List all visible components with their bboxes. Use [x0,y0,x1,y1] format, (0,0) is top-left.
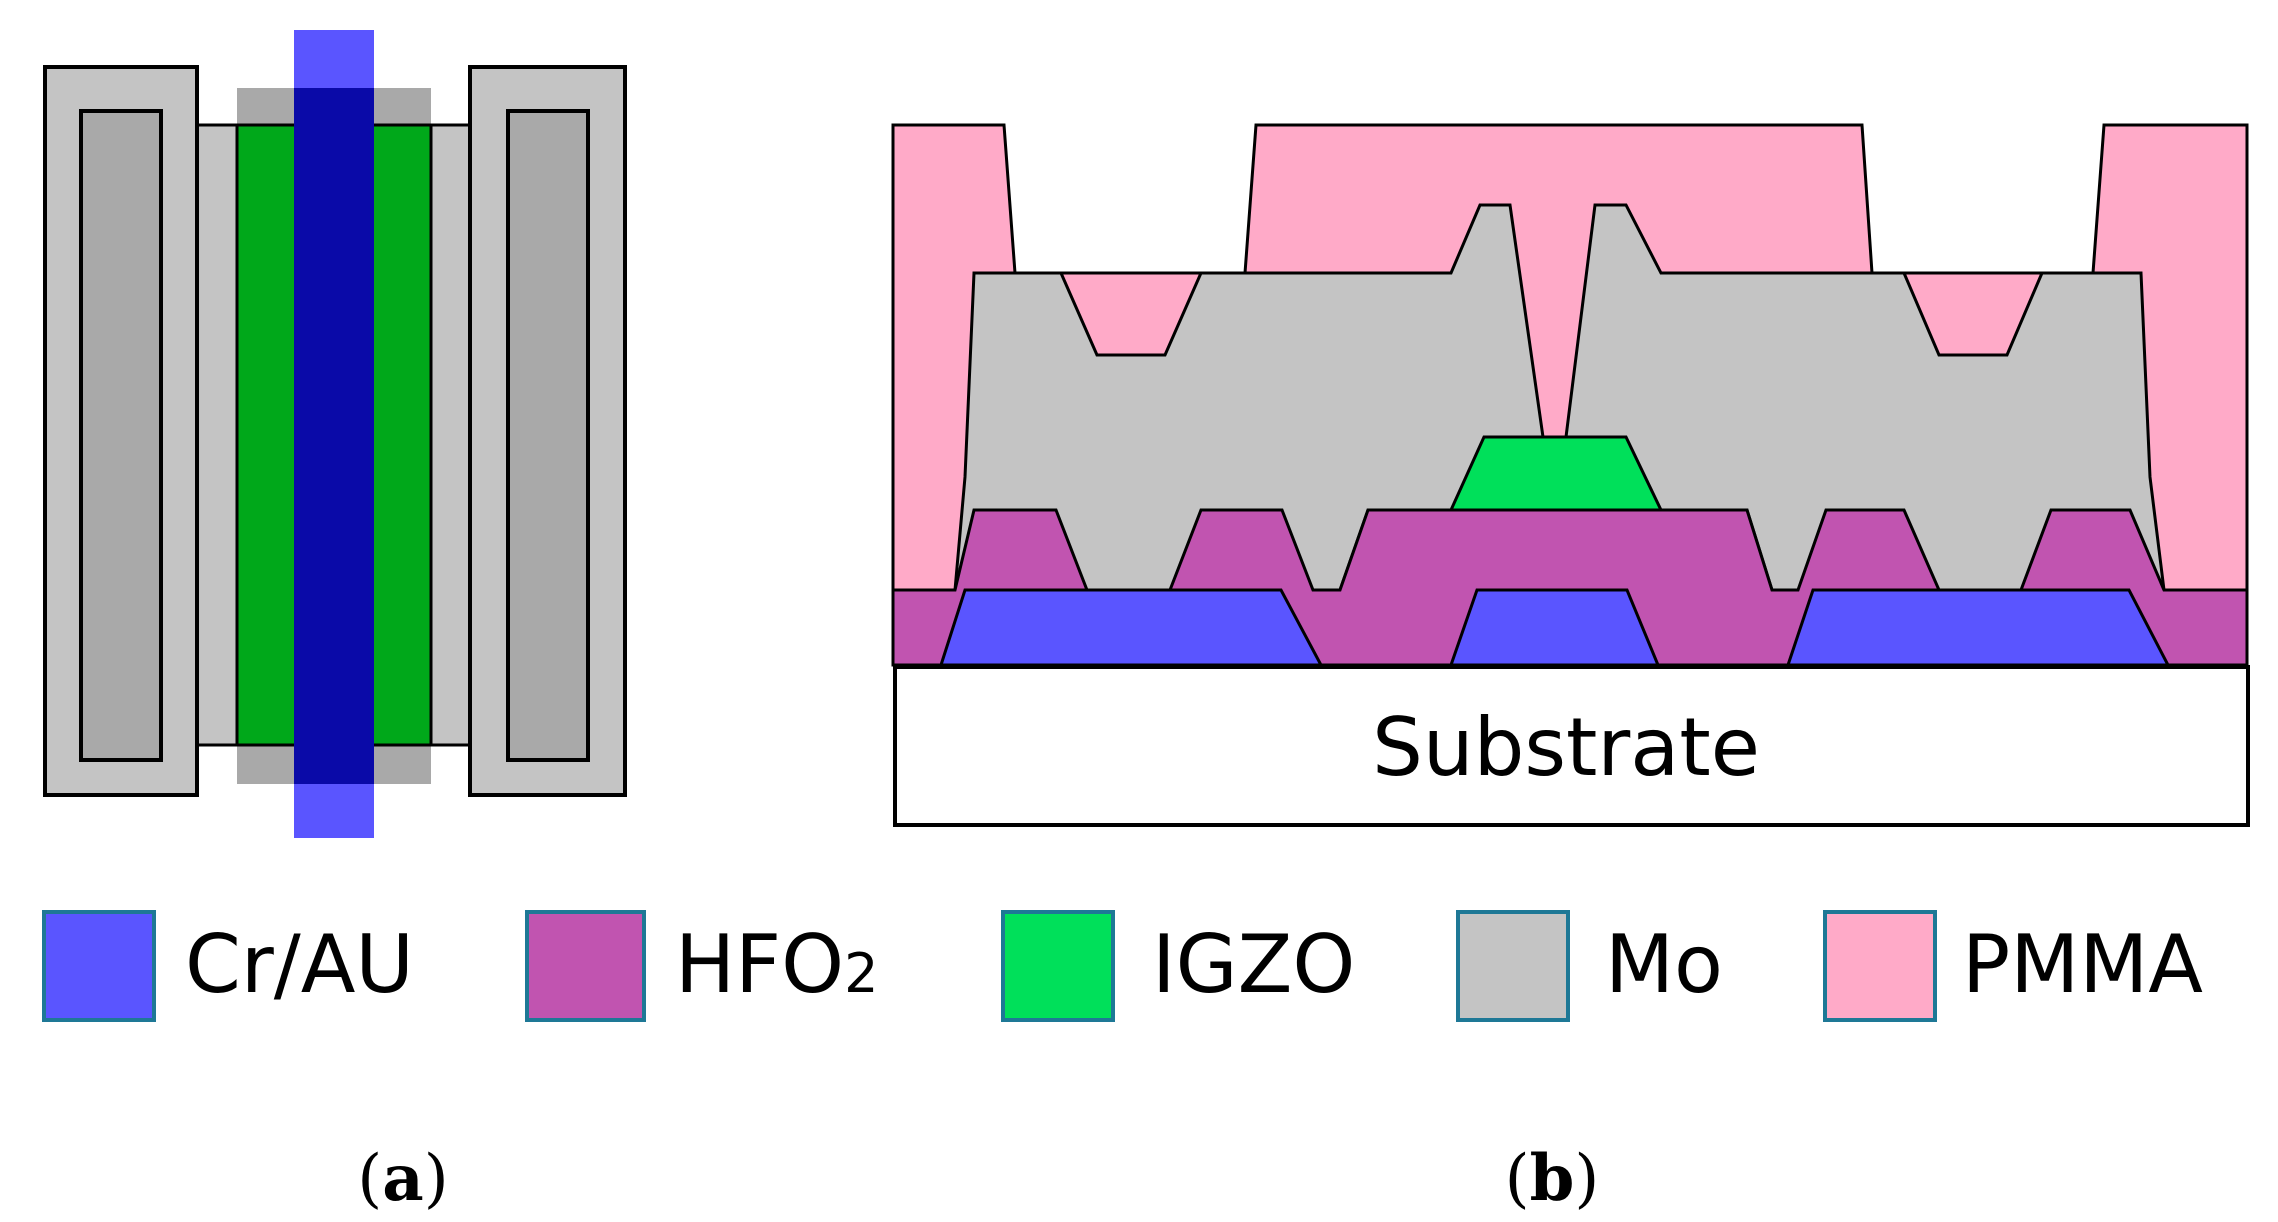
legend-label-hfo2-subscript: 2 [844,942,878,1005]
legend-label-cr-au: Cr/AU [185,918,414,1011]
legend-swatch-igzo [1001,910,1115,1022]
legend-label-hfo2: HFO2 [675,918,879,1011]
legend-swatch-mo [1456,910,1570,1022]
legend-swatch-cr-au [42,910,156,1022]
cr-au-gate-electrode [1448,588,1661,667]
substrate-label: Substrate [1372,701,1760,794]
legend-label-igzo: IGZO [1152,918,1355,1011]
legend-swatch-hfo2 [525,910,646,1022]
legend: Cr/AU HFO2 IGZO Mo PMMA [42,910,2203,1022]
legend-label-pmma: PMMA [1962,918,2203,1011]
caption-a: (a) [357,1141,448,1216]
legend-swatch-pmma [1823,910,1937,1022]
panel-a-top-view [43,30,627,838]
right-contact-inner [506,109,590,762]
panel-b-cross-section [891,123,2250,827]
caption-b: (b) [1505,1141,1600,1216]
left-contact-inner [79,109,163,762]
cr-au-left-electrode [938,588,1324,667]
gate-electrode [294,88,374,784]
cr-au-right-electrode [1785,588,2171,667]
substrate-block [893,665,2250,827]
mo-layer [953,203,2166,592]
legend-label-mo: Mo [1605,918,1723,1011]
